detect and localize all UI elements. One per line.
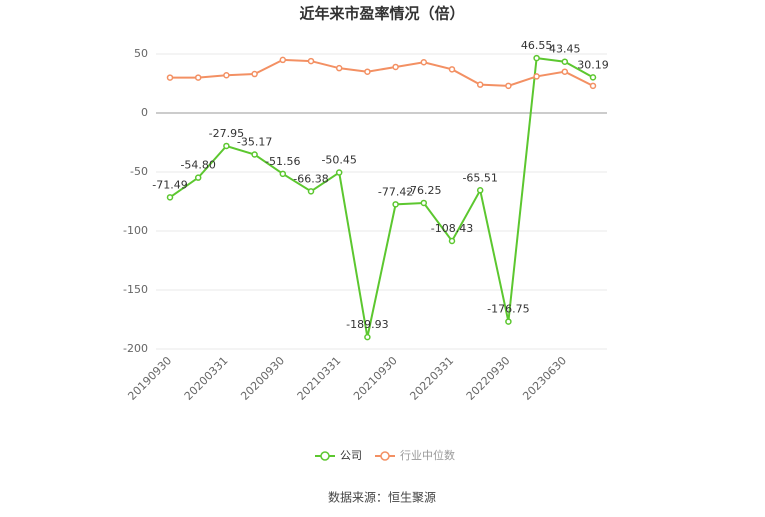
y-tick-label: -100 — [123, 224, 148, 237]
data-label: -189.93 — [346, 318, 388, 331]
point — [251, 70, 258, 78]
x-tick-label: 20230630 — [520, 354, 569, 403]
point — [364, 333, 371, 341]
data-label: -54.80 — [180, 159, 215, 172]
y-tick-label: -200 — [123, 342, 148, 355]
point — [307, 57, 315, 65]
x-tick-label: 20220930 — [464, 354, 513, 403]
point — [223, 142, 230, 150]
data-label: -65.51 — [462, 171, 497, 184]
point — [166, 194, 174, 201]
x-tick-label: 20190930 — [125, 354, 174, 403]
point — [561, 68, 569, 75]
point — [194, 74, 202, 81]
chart-title: 近年来市盈率情况（倍） — [299, 5, 464, 23]
point — [364, 68, 371, 75]
data-label: -35.17 — [237, 136, 272, 149]
data-label: -50.45 — [321, 154, 356, 167]
y-tick-label: -150 — [123, 283, 148, 296]
point — [166, 74, 174, 81]
point — [589, 82, 597, 90]
data-label: -108.43 — [431, 222, 473, 235]
x-tick-label: 20210331 — [295, 354, 344, 403]
data-label: -77.42 — [378, 185, 413, 198]
y-tick-label: 0 — [141, 106, 148, 119]
point — [335, 64, 343, 72]
x-tick-label: 20210930 — [351, 354, 400, 403]
point — [448, 66, 456, 73]
point — [307, 188, 315, 195]
point — [533, 54, 540, 62]
source: 数据来源：恒生聚源 — [328, 490, 436, 505]
point — [505, 318, 512, 325]
legend-label: 行业中位数 — [400, 448, 455, 462]
x-tick-label: 20200930 — [238, 354, 287, 403]
x-tick-label: 20200331 — [182, 354, 231, 403]
point — [420, 199, 428, 207]
series-line — [169, 56, 594, 338]
point — [335, 169, 343, 176]
point — [251, 151, 258, 158]
point — [561, 58, 569, 65]
legend-marker — [320, 451, 330, 461]
point — [533, 73, 540, 80]
point — [448, 237, 456, 245]
series-line — [170, 58, 594, 87]
data-label: -51.56 — [265, 155, 300, 168]
data-label: 43.45 — [549, 43, 581, 56]
y-tick-label: -50 — [130, 165, 148, 178]
data-label: -71.49 — [152, 178, 187, 191]
point — [279, 170, 287, 178]
data-label: -176.75 — [487, 303, 529, 316]
point — [392, 201, 399, 208]
data-label: 46.55 — [521, 39, 553, 52]
legend-label: 公司 — [340, 449, 362, 462]
point — [420, 59, 428, 66]
y-tick-label: 50 — [134, 47, 148, 60]
point — [194, 174, 202, 181]
point — [476, 81, 484, 88]
data-label: -66.38 — [293, 172, 328, 185]
data-label: -27.95 — [209, 127, 244, 140]
data-label: -76.25 — [406, 184, 441, 197]
point — [279, 56, 287, 64]
point — [505, 82, 512, 90]
point — [589, 74, 597, 81]
legend-marker — [380, 451, 390, 461]
x-tick-label: 20220331 — [407, 354, 456, 403]
point — [392, 63, 399, 71]
point — [476, 187, 484, 194]
point — [223, 71, 230, 79]
data-label: 30.19 — [577, 58, 609, 71]
